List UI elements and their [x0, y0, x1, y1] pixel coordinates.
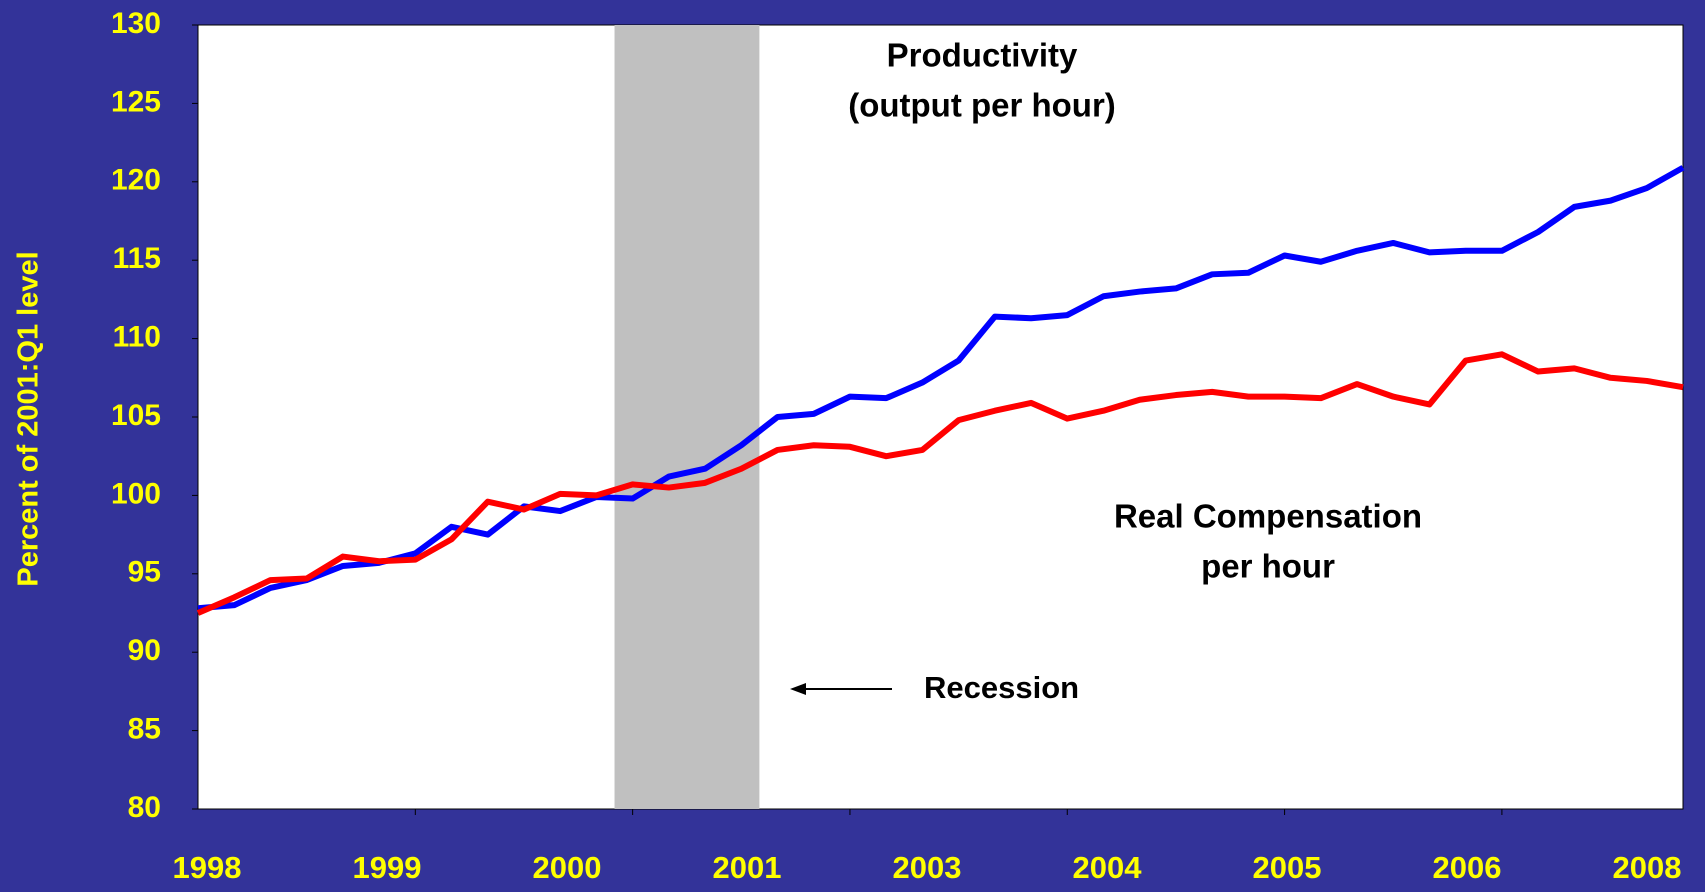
series-line — [196, 351, 1684, 616]
x-tick-label: 2008 — [1613, 850, 1682, 885]
recession-label: Recession — [924, 670, 1079, 705]
x-tick-label: 2004 — [1073, 850, 1143, 885]
y-tick-label: 90 — [128, 634, 161, 667]
x-tick-label: 1999 — [353, 850, 422, 885]
y-tick-label: 125 — [111, 85, 161, 118]
series-line — [197, 165, 1685, 612]
x-tick-label: 2006 — [1433, 850, 1502, 885]
x-tick-label: 2001 — [713, 850, 782, 885]
y-tick-label: 85 — [128, 713, 161, 746]
y-tick-label: 120 — [111, 164, 161, 197]
y-tick-label: 95 — [128, 556, 161, 589]
y-axis-label: Percent of 2001:Q1 level — [13, 251, 45, 586]
y-tick-label: 100 — [111, 477, 161, 510]
y-tick-label: 80 — [128, 791, 161, 824]
x-tick-label: 2003 — [893, 850, 962, 885]
annotation: per hour — [1201, 548, 1335, 585]
annotation: (output per hour) — [848, 87, 1116, 124]
y-tick-label: 105 — [111, 399, 161, 432]
y-tick-label: 130 — [111, 7, 161, 40]
x-tick-label: 2005 — [1253, 850, 1322, 885]
x-tick-label: 2000 — [533, 850, 602, 885]
arrow-head — [790, 683, 806, 695]
annotation: Real Compensation — [1114, 498, 1422, 535]
x-tick-label: 1998 — [173, 850, 242, 885]
y-tick-label: 115 — [113, 242, 161, 275]
y-tick-label: 110 — [113, 321, 161, 354]
plot-area — [197, 24, 1684, 810]
recession-band — [614, 25, 760, 809]
annotation: Productivity — [887, 37, 1078, 74]
